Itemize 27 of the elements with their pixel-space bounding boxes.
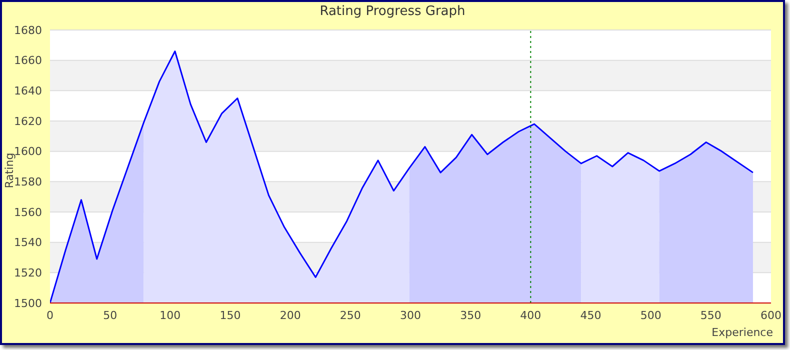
y-tick-label: 1680 [14, 24, 42, 37]
chart-title: Rating Progress Graph [318, 4, 466, 19]
y-tick-label: 1500 [14, 296, 42, 310]
x-tick-label: 300 [400, 308, 421, 322]
y-axis-title: Rating [3, 152, 16, 188]
y-tick-label: 1620 [14, 114, 42, 128]
x-tick-label: 600 [760, 308, 782, 322]
x-tick-label: 250 [340, 308, 361, 322]
y-tick-label: 1600 [14, 145, 42, 158]
x-axis-title: Experience [712, 326, 773, 339]
x-tick-label: 150 [220, 308, 241, 322]
line-series [50, 50, 754, 303]
y-tick-label: 1540 [14, 236, 42, 250]
x-tick-label: 200 [280, 308, 301, 322]
x-tick-label: 500 [640, 308, 662, 322]
x-tick-label: 50 [103, 308, 118, 322]
x-tick-label: 0 [46, 308, 54, 322]
x-tick-label: 100 [160, 308, 181, 322]
x-tick-label: 550 [700, 308, 722, 322]
y-tick-label: 1560 [14, 206, 42, 219]
y-tick-label: 1520 [14, 266, 42, 280]
y-tick-label: 1640 [14, 84, 42, 98]
x-tick-label: 400 [520, 308, 542, 322]
y-tick-label: 1660 [14, 54, 42, 68]
x-tick-label: 450 [580, 308, 602, 322]
x-tick-label: 350 [460, 308, 482, 322]
y-tick-label: 1580 [14, 176, 42, 189]
